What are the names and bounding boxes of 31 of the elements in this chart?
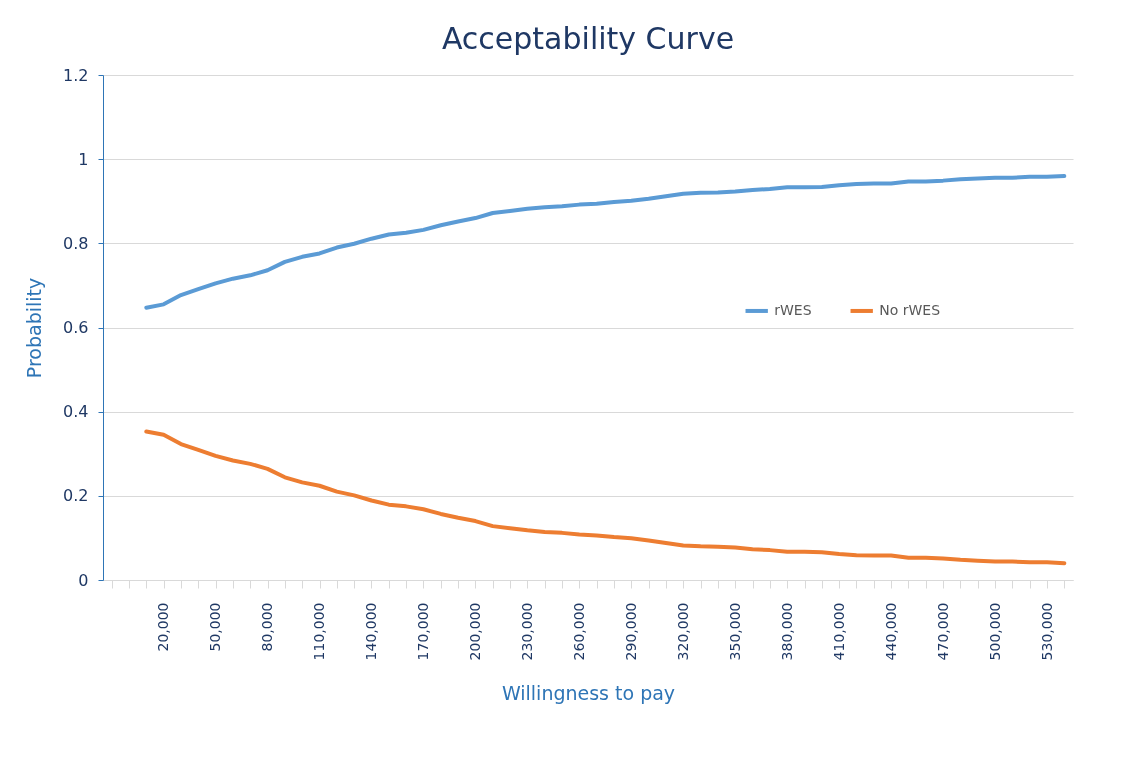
x-axis-title: Willingness to pay xyxy=(501,682,676,705)
legend-label: No rWES xyxy=(879,301,941,318)
x-tick-label: 80,000 xyxy=(259,602,276,652)
x-tick-label: 170,000 xyxy=(414,602,431,661)
y-tick-label: 0 xyxy=(78,570,89,590)
x-tick-label: 440,000 xyxy=(882,602,899,661)
x-tick-label: 140,000 xyxy=(362,602,379,661)
x-tick-label: 470,000 xyxy=(934,602,951,661)
x-tick-label: 500,000 xyxy=(986,602,1003,661)
legend-label: rWES xyxy=(774,301,812,318)
y-tick-label: 1 xyxy=(78,149,89,169)
y-tick-label: 1.2 xyxy=(63,65,89,85)
x-tick-label: 290,000 xyxy=(622,602,639,661)
x-tick-label: 410,000 xyxy=(830,602,847,661)
x-tick-label: 530,000 xyxy=(1038,602,1055,661)
x-tick-label: 260,000 xyxy=(570,602,587,661)
x-tick-label: 230,000 xyxy=(518,602,535,661)
y-tick-label: 0.6 xyxy=(63,318,89,337)
chart-title: Acceptability Curve xyxy=(441,21,735,56)
x-tick-label: 20,000 xyxy=(155,602,172,652)
y-tick-label: 0.4 xyxy=(63,402,89,422)
y-tick-label: 0.8 xyxy=(63,233,89,253)
line-series xyxy=(144,429,1067,566)
x-tick-label: 50,000 xyxy=(207,602,224,652)
x-tick-label: 350,000 xyxy=(726,602,743,661)
x-tick-label: 110,000 xyxy=(311,602,328,661)
x-tick-label: 320,000 xyxy=(674,602,691,661)
y-tick-label: 0.2 xyxy=(63,486,89,506)
y-axis-title: Probability xyxy=(23,277,46,379)
x-tick-label: 380,000 xyxy=(778,602,795,661)
x-tick-label: 200,000 xyxy=(466,602,483,661)
